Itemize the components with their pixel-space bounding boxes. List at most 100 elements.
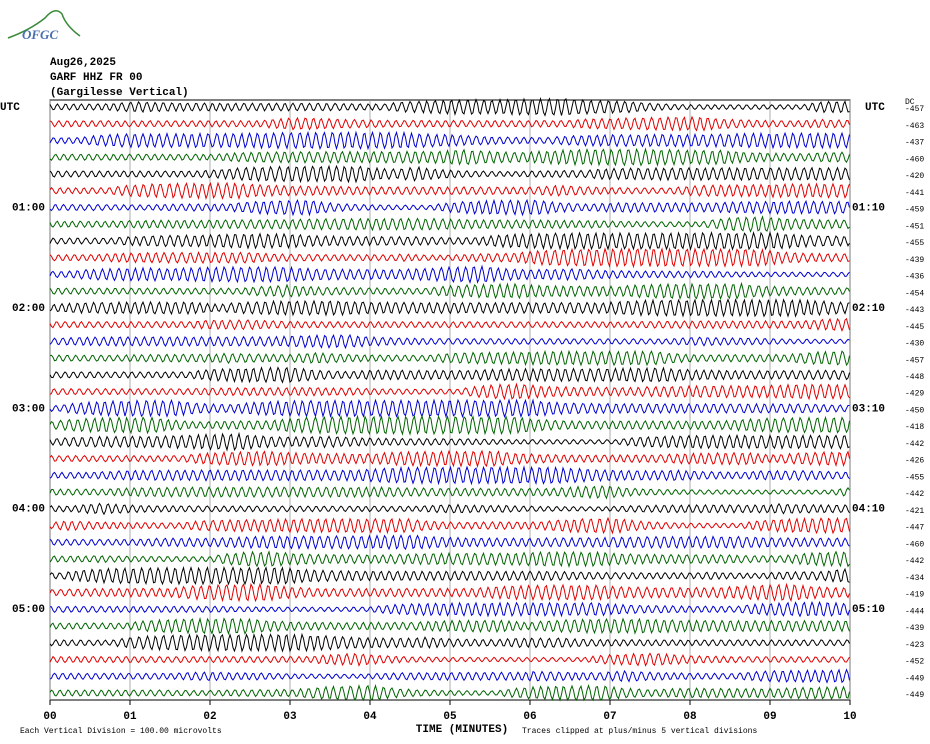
trace — [49, 632, 850, 653]
dc-offset: -455 — [905, 473, 924, 482]
trace — [49, 550, 850, 568]
dc-offset: -457 — [905, 105, 924, 114]
logo: OFGC — [22, 27, 58, 42]
dc-offset: -419 — [905, 591, 924, 600]
dc-offset: -434 — [905, 574, 924, 583]
right-time-label: 05:10 — [852, 604, 885, 616]
scale-note: Each Vertical Division = 100.00 microvol… — [20, 727, 222, 736]
trace — [49, 502, 850, 516]
right-axis-title: UTC — [865, 102, 885, 114]
dc-offset: -442 — [905, 490, 924, 499]
x-tick-label: 07 — [603, 711, 616, 723]
logo-curve — [7, 10, 81, 39]
trace — [49, 431, 850, 452]
right-time-label: 02:10 — [852, 303, 885, 315]
trace — [49, 333, 850, 350]
left-time-label: 05:00 — [12, 604, 45, 616]
station: GARF HHZ FR 00 — [50, 72, 142, 84]
trace — [49, 230, 850, 251]
x-tick-label: 10 — [843, 711, 856, 723]
right-time-label: 04:10 — [852, 504, 885, 516]
dc-offset: -457 — [905, 356, 924, 365]
trace — [49, 96, 850, 117]
trace — [49, 600, 850, 618]
left-time-label: 02:00 — [12, 303, 45, 315]
dc-offset: -442 — [905, 557, 924, 566]
right-time-label: 01:10 — [852, 202, 885, 214]
trace — [49, 247, 850, 269]
dc-offset: -439 — [905, 256, 924, 265]
dc-offset: -442 — [905, 440, 924, 449]
trace — [49, 164, 850, 184]
dc-offset: -459 — [905, 206, 924, 215]
trace — [49, 281, 850, 301]
trace — [49, 565, 850, 586]
dc-offset: -429 — [905, 390, 924, 399]
dc-offset: -430 — [905, 340, 924, 349]
trace — [49, 298, 850, 318]
x-tick-label: 05 — [443, 711, 457, 723]
dc-offset: -463 — [905, 122, 924, 131]
dc-offset: -452 — [905, 658, 924, 667]
trace — [49, 349, 850, 367]
trace — [49, 616, 850, 636]
dc-offset: -436 — [905, 273, 924, 282]
trace — [49, 130, 850, 151]
dc-title: DC — [905, 98, 915, 107]
dc-offset: -460 — [905, 155, 924, 164]
dc-offset: -455 — [905, 239, 924, 248]
dc-offset: -420 — [905, 172, 924, 181]
dc-offset: -439 — [905, 624, 924, 633]
dc-offset: -448 — [905, 373, 924, 382]
dc-offset: -445 — [905, 323, 924, 332]
trace — [49, 516, 850, 535]
clip-note: Traces clipped at plus/minus 5 vertical … — [522, 727, 757, 736]
left-time-label: 03:00 — [12, 403, 45, 415]
trace — [49, 465, 850, 486]
dc-offset: -423 — [905, 641, 924, 650]
x-tick-label: 04 — [363, 711, 377, 723]
trace — [49, 414, 850, 436]
x-tick-label: 00 — [43, 711, 56, 723]
left-time-label: 04:00 — [12, 504, 45, 516]
dc-offset: -443 — [905, 306, 924, 315]
left-time-label: 01:00 — [12, 202, 45, 214]
dc-offset: -451 — [905, 222, 924, 231]
x-axis-title: TIME (MINUTES) — [416, 724, 508, 736]
trace — [49, 684, 850, 702]
x-tick-label: 01 — [123, 711, 137, 723]
x-tick-label: 09 — [763, 711, 776, 723]
dc-offset: -426 — [905, 457, 924, 466]
x-tick-label: 02 — [203, 711, 216, 723]
x-tick-label: 03 — [283, 711, 297, 723]
dc-offset: -449 — [905, 691, 924, 700]
dc-offset: -421 — [905, 507, 924, 516]
dc-offset: -454 — [905, 289, 924, 298]
trace — [49, 264, 850, 285]
trace — [49, 147, 850, 168]
trace — [49, 652, 850, 667]
trace — [49, 582, 850, 603]
left-axis-title: UTC — [0, 102, 20, 114]
dc-offset: -444 — [905, 607, 924, 616]
dc-offset: -418 — [905, 423, 924, 432]
trace — [49, 449, 850, 468]
trace — [49, 215, 850, 233]
x-tick-label: 06 — [523, 711, 536, 723]
trace — [49, 317, 850, 332]
dc-offset: -447 — [905, 524, 924, 533]
trace — [49, 534, 850, 551]
dc-offset: -437 — [905, 139, 924, 148]
x-tick-label: 08 — [683, 711, 697, 723]
trace — [49, 181, 850, 201]
date: Aug26,2025 — [50, 57, 116, 69]
trace — [49, 398, 850, 419]
trace — [49, 382, 850, 401]
trace — [49, 115, 850, 132]
location: (Gargilesse Vertical) — [50, 87, 189, 99]
trace — [49, 668, 850, 684]
trace — [49, 366, 850, 384]
trace — [49, 198, 850, 217]
dc-offset: -449 — [905, 674, 924, 683]
